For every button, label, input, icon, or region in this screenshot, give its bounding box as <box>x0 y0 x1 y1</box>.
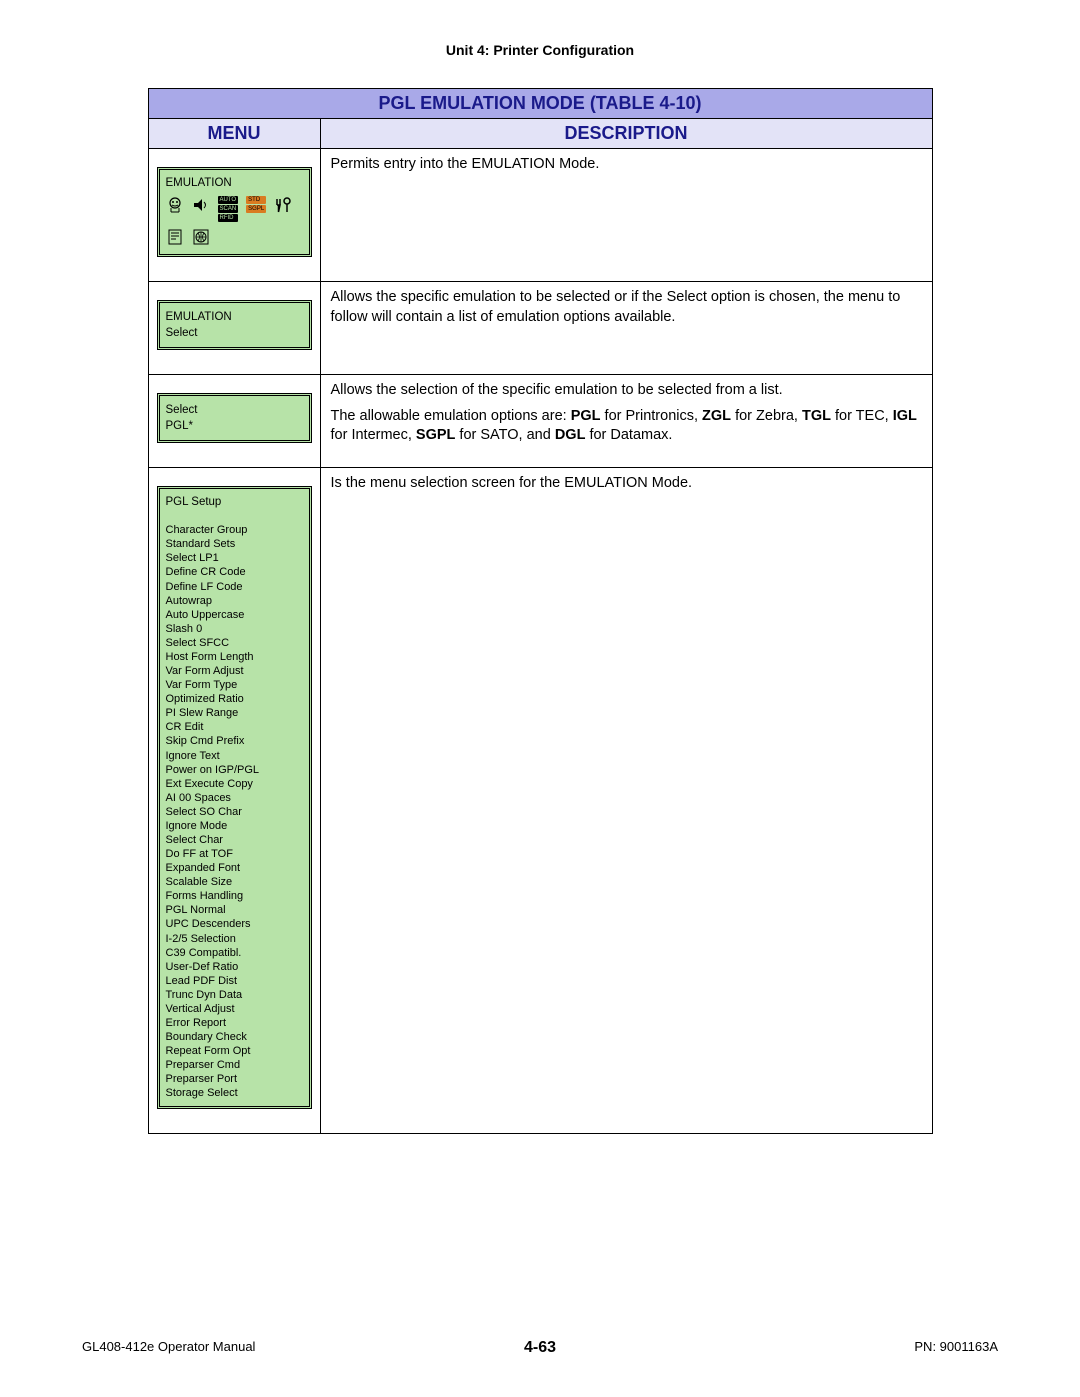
t: for SATO, and <box>455 427 554 443</box>
list-item: Character Group <box>166 523 303 537</box>
list-item: Standard Sets <box>166 537 303 551</box>
list-item: PI Slew Range <box>166 706 303 720</box>
list-item: Select SFCC <box>166 636 303 650</box>
desc-line1: Allows the selection of the specific emu… <box>331 381 922 401</box>
globe-icon <box>192 228 210 246</box>
list-item: Do FF at TOF <box>166 847 303 861</box>
menu-cell-select: EMULATION Select <box>148 282 320 375</box>
lcd-pgl-title: PGL Setup <box>166 495 303 509</box>
list-item: Boundary Check <box>166 1030 303 1044</box>
b: SGPL <box>416 427 455 443</box>
list-item: Var Form Type <box>166 678 303 692</box>
desc-row3: Allows the selection of the specific emu… <box>320 375 932 468</box>
b: ZGL <box>702 408 731 424</box>
list-item: Power on IGP/PGL <box>166 763 303 777</box>
list-item: C39 Compatibl. <box>166 946 303 960</box>
b: PGL <box>571 408 601 424</box>
sound-icon <box>192 196 210 214</box>
list-item: CR Edit <box>166 720 303 734</box>
list-item: Auto Uppercase <box>166 608 303 622</box>
lcd-line2: Select <box>166 326 303 340</box>
col-menu: MENU <box>148 119 320 149</box>
list-item: Preparser Cmd <box>166 1058 303 1072</box>
menu-cell-pgl: Select PGL* <box>148 375 320 468</box>
label-rfid: RFID <box>218 214 239 222</box>
list-item: Ext Execute Copy <box>166 777 303 791</box>
t: for Datamax. <box>585 427 672 443</box>
col-description: DESCRIPTION <box>320 119 932 149</box>
t: for Zebra, <box>731 408 802 424</box>
lcd-emulation: EMULATION AUTO SCAN RFID STD <box>157 167 312 257</box>
footer-right: PN: 9001163A <box>914 1339 998 1354</box>
lcd-line1: EMULATION <box>166 310 303 324</box>
label-scan: SCAN <box>218 205 239 213</box>
list-item: PGL Normal <box>166 903 303 917</box>
list-item: Skip Cmd Prefix <box>166 734 303 748</box>
table-title: PGL EMULATION MODE (TABLE 4-10) <box>148 89 932 119</box>
list-item: Ignore Mode <box>166 819 303 833</box>
t: The allowable emulation options are: <box>331 408 571 424</box>
list-item: I-2/5 Selection <box>166 932 303 946</box>
list-item: Select LP1 <box>166 551 303 565</box>
desc-row2: Allows the specific emulation to be sele… <box>320 282 932 375</box>
b: IGL <box>893 408 917 424</box>
wrench-icon <box>274 196 292 214</box>
label-stack-1: AUTO SCAN RFID <box>218 196 239 222</box>
label-sgpl: SGPL <box>246 205 266 213</box>
list-item: Optimized Ratio <box>166 692 303 706</box>
desc-row4: Is the menu selection screen for the EMU… <box>320 467 932 1134</box>
face-icon <box>166 196 184 214</box>
desc-options: The allowable emulation options are: PGL… <box>331 407 922 446</box>
menu-cell-emulation: EMULATION AUTO SCAN RFID STD <box>148 149 320 282</box>
list-item: Repeat Form Opt <box>166 1044 303 1058</box>
list-item: Ignore Text <box>166 749 303 763</box>
list-item: Select Char <box>166 833 303 847</box>
desc-text: Allows the specific emulation to be sele… <box>331 288 922 327</box>
lcd-title: EMULATION <box>166 176 303 190</box>
list-item: Define CR Code <box>166 565 303 579</box>
t: for Printronics, <box>601 408 703 424</box>
list-item: Select SO Char <box>166 805 303 819</box>
list-item: Scalable Size <box>166 875 303 889</box>
emulation-table: PGL EMULATION MODE (TABLE 4-10) MENU DES… <box>148 88 933 1134</box>
t: for TEC, <box>831 408 893 424</box>
list-item: Lead PDF Dist <box>166 974 303 988</box>
list-item: Preparser Port <box>166 1072 303 1086</box>
list-item: User-Def Ratio <box>166 960 303 974</box>
lcd-select-pgl: Select PGL* <box>157 393 312 443</box>
list-item: Trunc Dyn Data <box>166 988 303 1002</box>
desc-text: Is the menu selection screen for the EMU… <box>331 474 922 494</box>
lcd-icon-row: AUTO SCAN RFID STD SGPL <box>166 194 303 248</box>
label-auto: AUTO <box>218 196 239 204</box>
menu-cell-pgl-setup: PGL Setup Character Group Standard Sets … <box>148 467 320 1134</box>
b: TGL <box>802 408 831 424</box>
lcd-emulation-select: EMULATION Select <box>157 300 312 350</box>
footer-left: GL408-412e Operator Manual <box>82 1339 255 1354</box>
lcd-line1: Select <box>166 403 303 417</box>
list-item: Vertical Adjust <box>166 1002 303 1016</box>
page-icon <box>166 228 184 246</box>
list-item: Expanded Font <box>166 861 303 875</box>
lcd-pgl-setup: PGL Setup Character Group Standard Sets … <box>157 486 312 1110</box>
desc-text: Permits entry into the EMULATION Mode. <box>331 155 922 175</box>
pgl-setup-list: Character Group Standard Sets Select LP1… <box>166 523 303 1100</box>
list-item: Define LF Code <box>166 580 303 594</box>
list-item: Error Report <box>166 1016 303 1030</box>
list-item: Autowrap <box>166 594 303 608</box>
list-item: UPC Descenders <box>166 917 303 931</box>
lcd-line2: PGL* <box>166 419 303 433</box>
page-header: Unit 4: Printer Configuration <box>0 0 1080 88</box>
list-item: Forms Handling <box>166 889 303 903</box>
t: for Intermec, <box>331 427 416 443</box>
label-std: STD <box>246 196 266 204</box>
list-item: AI 00 Spaces <box>166 791 303 805</box>
list-item: Var Form Adjust <box>166 664 303 678</box>
list-item: Slash 0 <box>166 622 303 636</box>
list-item: Storage Select <box>166 1086 303 1100</box>
list-item: Host Form Length <box>166 650 303 664</box>
desc-row1: Permits entry into the EMULATION Mode. <box>320 149 932 282</box>
label-stack-2: STD SGPL <box>246 196 266 222</box>
page-footer: GL408-412e Operator Manual 4-63 PN: 9001… <box>0 1339 1080 1357</box>
b: DGL <box>555 427 586 443</box>
